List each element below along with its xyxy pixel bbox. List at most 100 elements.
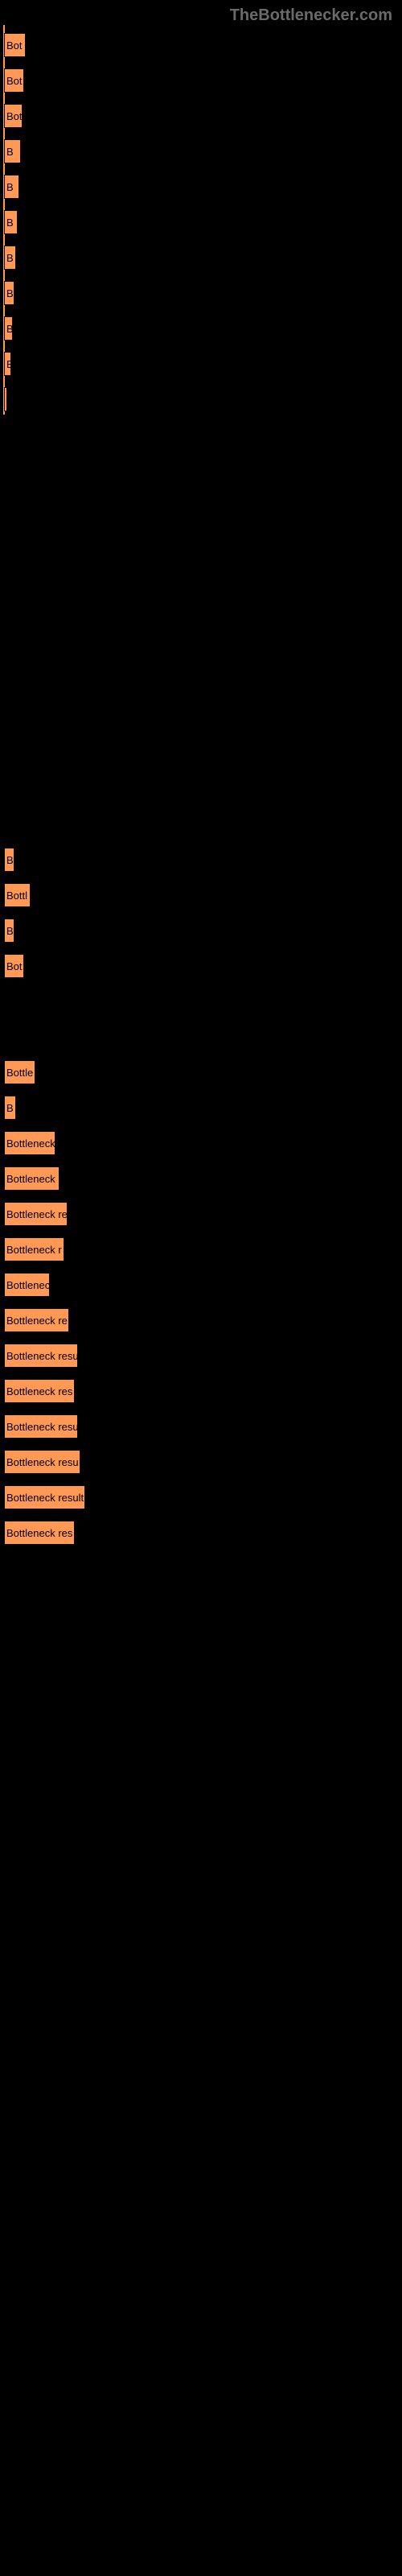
bar-label: Bottleneck resu: [6, 1456, 79, 1468]
bar-label: B: [6, 358, 11, 370]
bar-label: B: [6, 287, 14, 299]
bar-row: B: [0, 316, 402, 341]
bar-row: [0, 635, 402, 659]
bar-row: [0, 1025, 402, 1049]
chart-bar: Bot: [4, 104, 23, 128]
bar-label: B: [6, 252, 14, 264]
bar-label: Bottleneck r: [6, 1244, 62, 1256]
chart-bar: B: [4, 139, 21, 163]
chart-bar: Bot: [4, 33, 26, 57]
chart-bar: Bottleneck r: [4, 1237, 64, 1261]
bar-row: Bottle: [0, 1060, 402, 1084]
bar-row: [0, 812, 402, 836]
bar-label: B: [6, 925, 14, 937]
chart-bar: [4, 387, 7, 411]
bar-row: Bot: [0, 33, 402, 57]
bar-label: Bottle: [6, 1067, 33, 1079]
chart-bar: Bottlenec: [4, 1273, 50, 1297]
bar-label: Bottleneck resu: [6, 1350, 78, 1362]
chart-bar: Bot: [4, 954, 24, 978]
bar-label: Bottlenec: [6, 1279, 50, 1291]
bar-row: Bottleneck res: [0, 1521, 402, 1545]
bar-label: Bot: [6, 960, 23, 972]
chart-bar: B: [4, 246, 16, 270]
bar-row: [0, 564, 402, 588]
bar-row: Bottleneck: [0, 1166, 402, 1191]
bar-row: B: [0, 139, 402, 163]
chart-bar: Bottl: [4, 883, 31, 907]
bar-row: B: [0, 352, 402, 376]
bar-row: Bot: [0, 68, 402, 93]
chart-bar: B: [4, 316, 13, 341]
bar-row: Bottleneck resu: [0, 1344, 402, 1368]
chart-bar: Bottleneck res: [4, 1379, 75, 1403]
chart-bar: B: [4, 281, 14, 305]
bar-row: [0, 423, 402, 447]
chart-bar: B: [4, 352, 11, 376]
chart-bar: B: [4, 210, 18, 234]
bar-row: B: [0, 848, 402, 872]
bar-row: Bottleneck res: [0, 1379, 402, 1403]
bar-row: Bottleneck result: [0, 1485, 402, 1509]
bar-row: Bot: [0, 954, 402, 978]
chart-bar: Bottle: [4, 1060, 35, 1084]
bar-row: Bottleneck re: [0, 1308, 402, 1332]
bar-row: B: [0, 210, 402, 234]
chart-bar: Bottleneck resu: [4, 1450, 80, 1474]
site-header: TheBottlenecker.com: [0, 0, 402, 25]
bar-row: [0, 989, 402, 1013]
chart-bar: Bottleneck resu: [4, 1414, 78, 1439]
bar-label: Bot: [6, 39, 23, 52]
bar-row: Bottlenec: [0, 1273, 402, 1297]
bar-label: Bottleneck: [6, 1173, 55, 1185]
bar-label: Bottleneck res: [6, 1527, 72, 1539]
chart-bar: B: [4, 848, 14, 872]
chart-bar: Bottleneck: [4, 1166, 59, 1191]
bar-row: Bottleneck r: [0, 1237, 402, 1261]
bar-label: Bottleneck: [6, 1137, 55, 1150]
bar-row: [0, 777, 402, 801]
bar-row: Bot: [0, 104, 402, 128]
bar-row: B: [0, 1096, 402, 1120]
chart-bar: B: [4, 175, 19, 199]
chart-bar: Bottleneck re: [4, 1308, 69, 1332]
bar-row: [0, 493, 402, 518]
bar-label: B: [6, 323, 13, 335]
chart-bar: Bottleneck re: [4, 1202, 68, 1226]
bar-row: B: [0, 919, 402, 943]
bar-row: [0, 706, 402, 730]
bar-label: B: [6, 1102, 14, 1114]
bar-label: B: [6, 146, 14, 158]
bar-row: [0, 529, 402, 553]
bar-row: [0, 741, 402, 766]
bar-label: Bottleneck re: [6, 1208, 68, 1220]
bar-row: [0, 600, 402, 624]
bar-label: Bottleneck res: [6, 1385, 72, 1397]
bar-label: B: [6, 854, 14, 866]
bar-label: Bottleneck resu: [6, 1421, 78, 1433]
bar-row: Bottleneck resu: [0, 1414, 402, 1439]
bar-row: [0, 458, 402, 482]
chart-bar: B: [4, 919, 14, 943]
bar-row: B: [0, 246, 402, 270]
bar-row: B: [0, 281, 402, 305]
bar-row: Bottleneck re: [0, 1202, 402, 1226]
chart-bar: Bot: [4, 68, 24, 93]
chart-bar: B: [4, 1096, 16, 1120]
bar-chart: Bot Bot Bot B B B B B B B B Bottl B Bot Bottle B Bottlen…: [0, 25, 402, 1545]
bar-label: B: [6, 181, 14, 193]
bar-label: Bottleneck result: [6, 1492, 84, 1504]
chart-bar: Bottleneck resu: [4, 1344, 78, 1368]
bar-row: [0, 671, 402, 695]
bar-label: B: [6, 217, 14, 229]
bar-row: [0, 387, 402, 411]
bar-row: Bottleneck resu: [0, 1450, 402, 1474]
bar-row: Bottl: [0, 883, 402, 907]
bar-label: Bottl: [6, 890, 27, 902]
bar-label: Bottleneck re: [6, 1315, 68, 1327]
bar-label: Bot: [6, 75, 23, 87]
bar-row: Bottleneck: [0, 1131, 402, 1155]
chart-bar: Bottleneck: [4, 1131, 55, 1155]
chart-bar: Bottleneck result: [4, 1485, 85, 1509]
chart-bar: Bottleneck res: [4, 1521, 75, 1545]
